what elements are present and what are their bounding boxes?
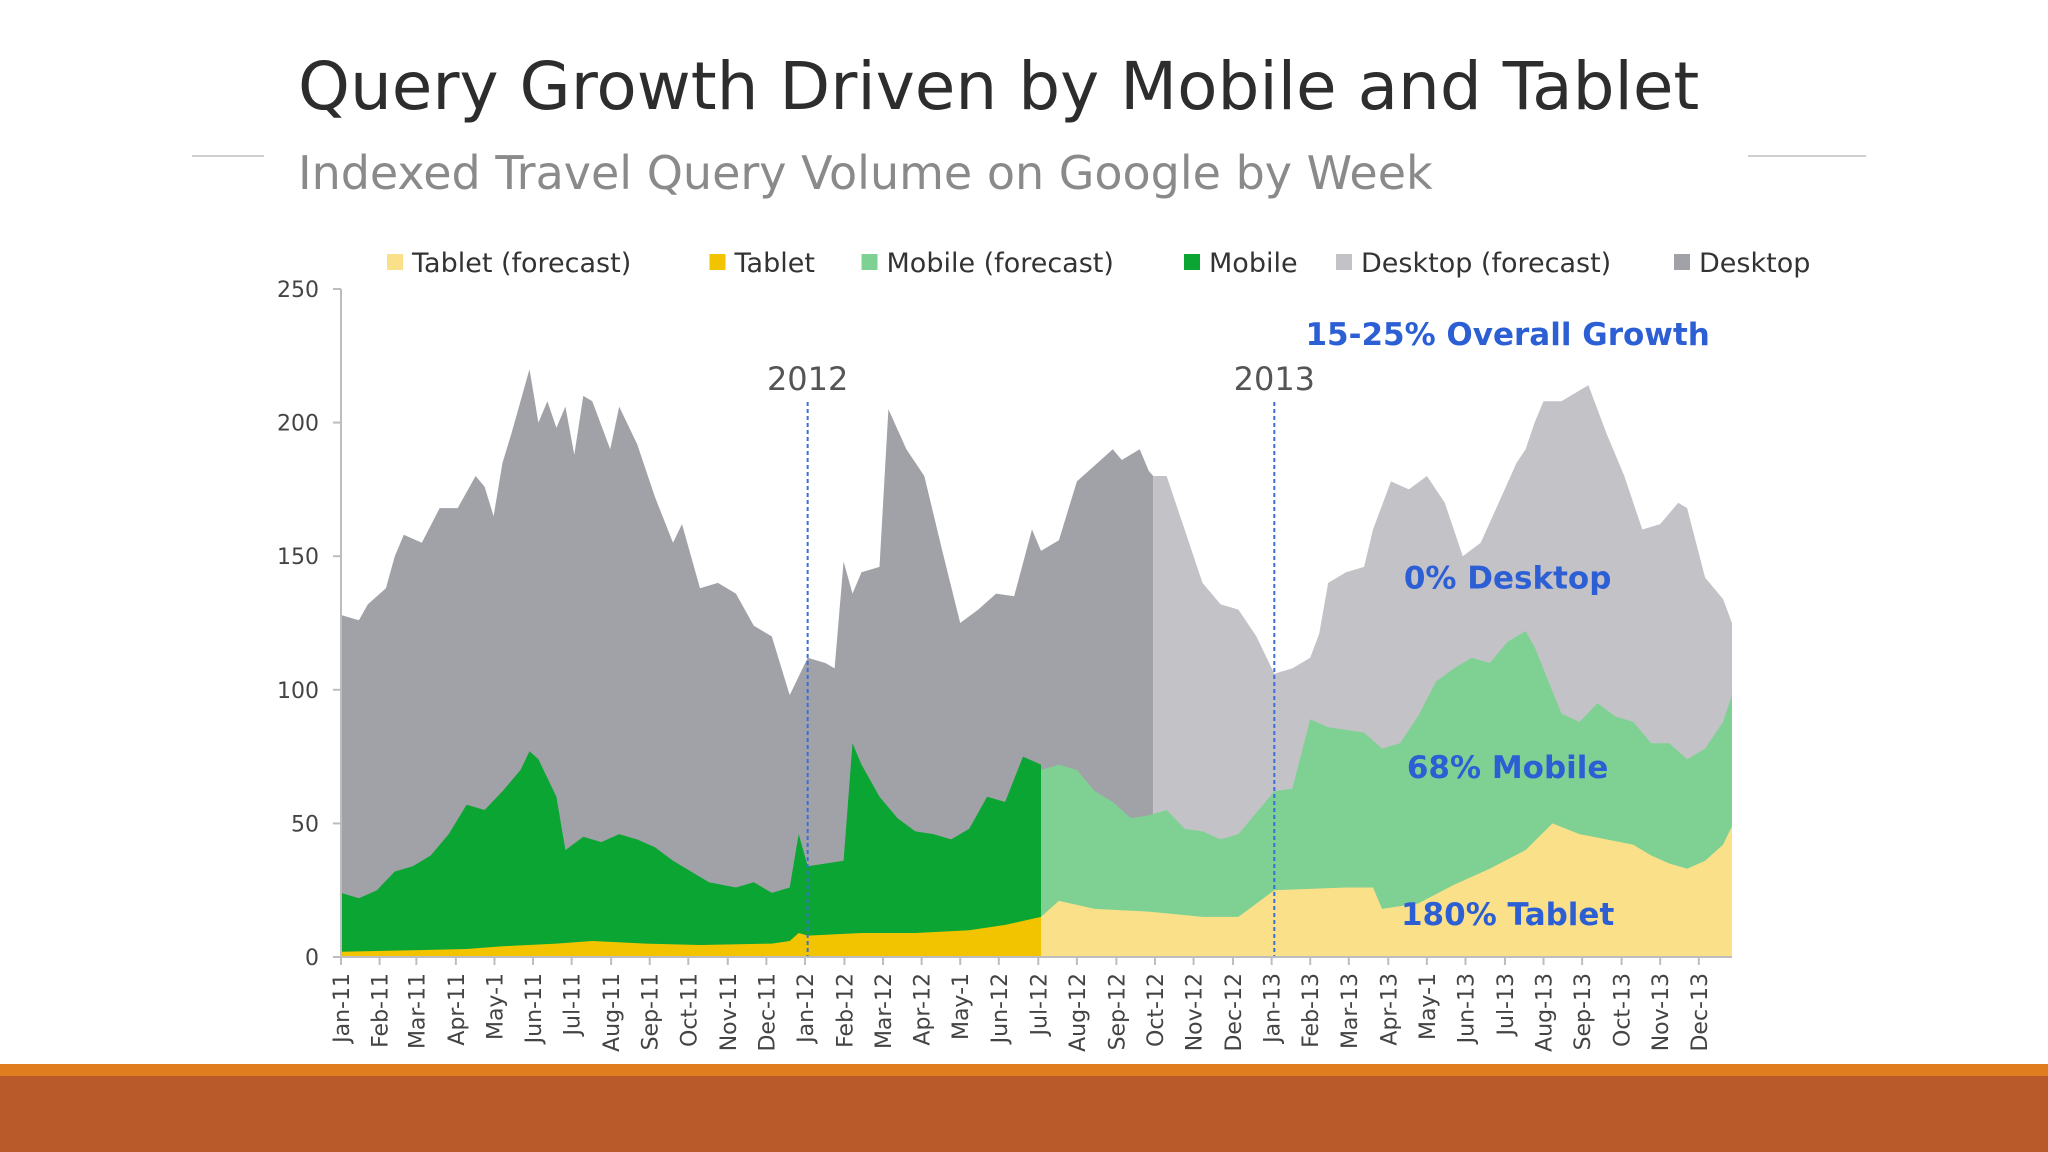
x-tick-label: Dec-12 [1222,973,1247,1052]
y-tick-label: 100 [277,679,319,704]
x-tick-label: Dec-13 [1688,973,1713,1052]
x-tick-label: Jun-12 [988,973,1013,1045]
x-tick-label: Nov-13 [1649,973,1674,1051]
y-tick-label: 150 [277,545,319,570]
legend-label-mobile-forecast: Mobile (forecast) [887,248,1114,279]
x-tick-label: Sep-11 [639,973,664,1050]
slide-title: Query Growth Driven by Mobile and Tablet [298,48,1700,125]
annotation-15-25-overall-growth: 15-25% Overall Growth [1305,317,1709,353]
legend-label-tablet: Tablet [734,248,815,279]
x-tick-label: Jun-11 [522,973,547,1045]
x-tick-label: May-1 [949,973,974,1040]
x-tick-label: Mar-11 [405,973,430,1049]
x-tick-label: Apr-12 [911,973,936,1046]
x-tick-label: Jan-12 [794,973,819,1045]
x-tick-label: Feb-12 [834,973,859,1048]
x-tick-label: Jan-11 [330,973,355,1045]
area-tablet-forecast [1041,823,1732,957]
x-tick-label: Oct-11 [677,973,702,1047]
area-tablet [341,916,1041,957]
legend-swatch-mobile-forecast [861,254,878,270]
x-tick-label: Jun-13 [1455,973,1480,1045]
legend-swatch-mobile [1184,254,1200,270]
x-tick-label: May-1 [484,973,509,1040]
year-marker-label-2013: 2013 [1234,360,1315,398]
legend-label-tablet-forecast: Tablet (forecast) [411,248,631,279]
x-tick-label: Aug-13 [1533,973,1558,1052]
legend-swatch-desktop-forecast [1336,254,1352,270]
y-tick-label: 200 [277,412,319,437]
x-tick-label: Aug-11 [600,973,625,1052]
x-tick-label: Jan-13 [1261,973,1286,1045]
slide-subtitle: Indexed Travel Query Volume on Google by… [298,146,1433,200]
title-rule-left [192,155,264,157]
footer-accent-stripe [0,1064,2048,1076]
x-tick-label: Feb-13 [1299,973,1324,1048]
x-tick-label: Oct-12 [1144,973,1169,1047]
title-rule-right [1748,155,1866,157]
y-tick-label: 0 [305,946,319,971]
x-tick-label: Nov-11 [717,973,742,1051]
y-tick-label: 250 [277,278,319,303]
legend-label-mobile: Mobile [1209,248,1298,279]
x-tick-label: Apr-11 [445,973,470,1046]
annotation-180-tablet: 180% Tablet [1401,897,1614,933]
legend-label-desktop: Desktop [1699,248,1810,279]
x-tick-label: Feb-11 [369,973,394,1048]
x-tick-label: Mar-13 [1338,973,1363,1049]
year-marker-label-2012: 2012 [767,360,848,398]
x-tick-label: Mar-12 [872,973,897,1049]
x-tick-label: Nov-12 [1183,973,1208,1051]
legend-swatch-desktop [1674,254,1690,270]
legend-label-desktop-forecast: Desktop (forecast) [1361,248,1611,279]
legend-swatch-tablet-forecast [387,254,403,270]
x-tick-label: Oct-13 [1611,973,1636,1047]
x-tick-label: Jul-11 [561,973,586,1037]
annotation-0-desktop: 0% Desktop [1404,560,1612,596]
x-tick-label: Sep-13 [1571,973,1596,1050]
x-tick-label: Apr-13 [1377,973,1402,1046]
footer-band [0,1076,2048,1152]
x-tick-label: Sep-12 [1105,973,1130,1050]
y-tick-label: 50 [291,812,319,837]
annotation-68-mobile: 68% Mobile [1407,750,1609,786]
x-tick-label: Jul-12 [1027,973,1052,1037]
legend-swatch-tablet [709,254,726,270]
area-mobile [341,743,1041,957]
x-tick-label: Aug-12 [1066,973,1091,1052]
x-tick-label: Jul-13 [1494,973,1519,1037]
x-tick-label: Dec-11 [755,973,780,1052]
x-tick-label: May-1 [1416,973,1441,1040]
